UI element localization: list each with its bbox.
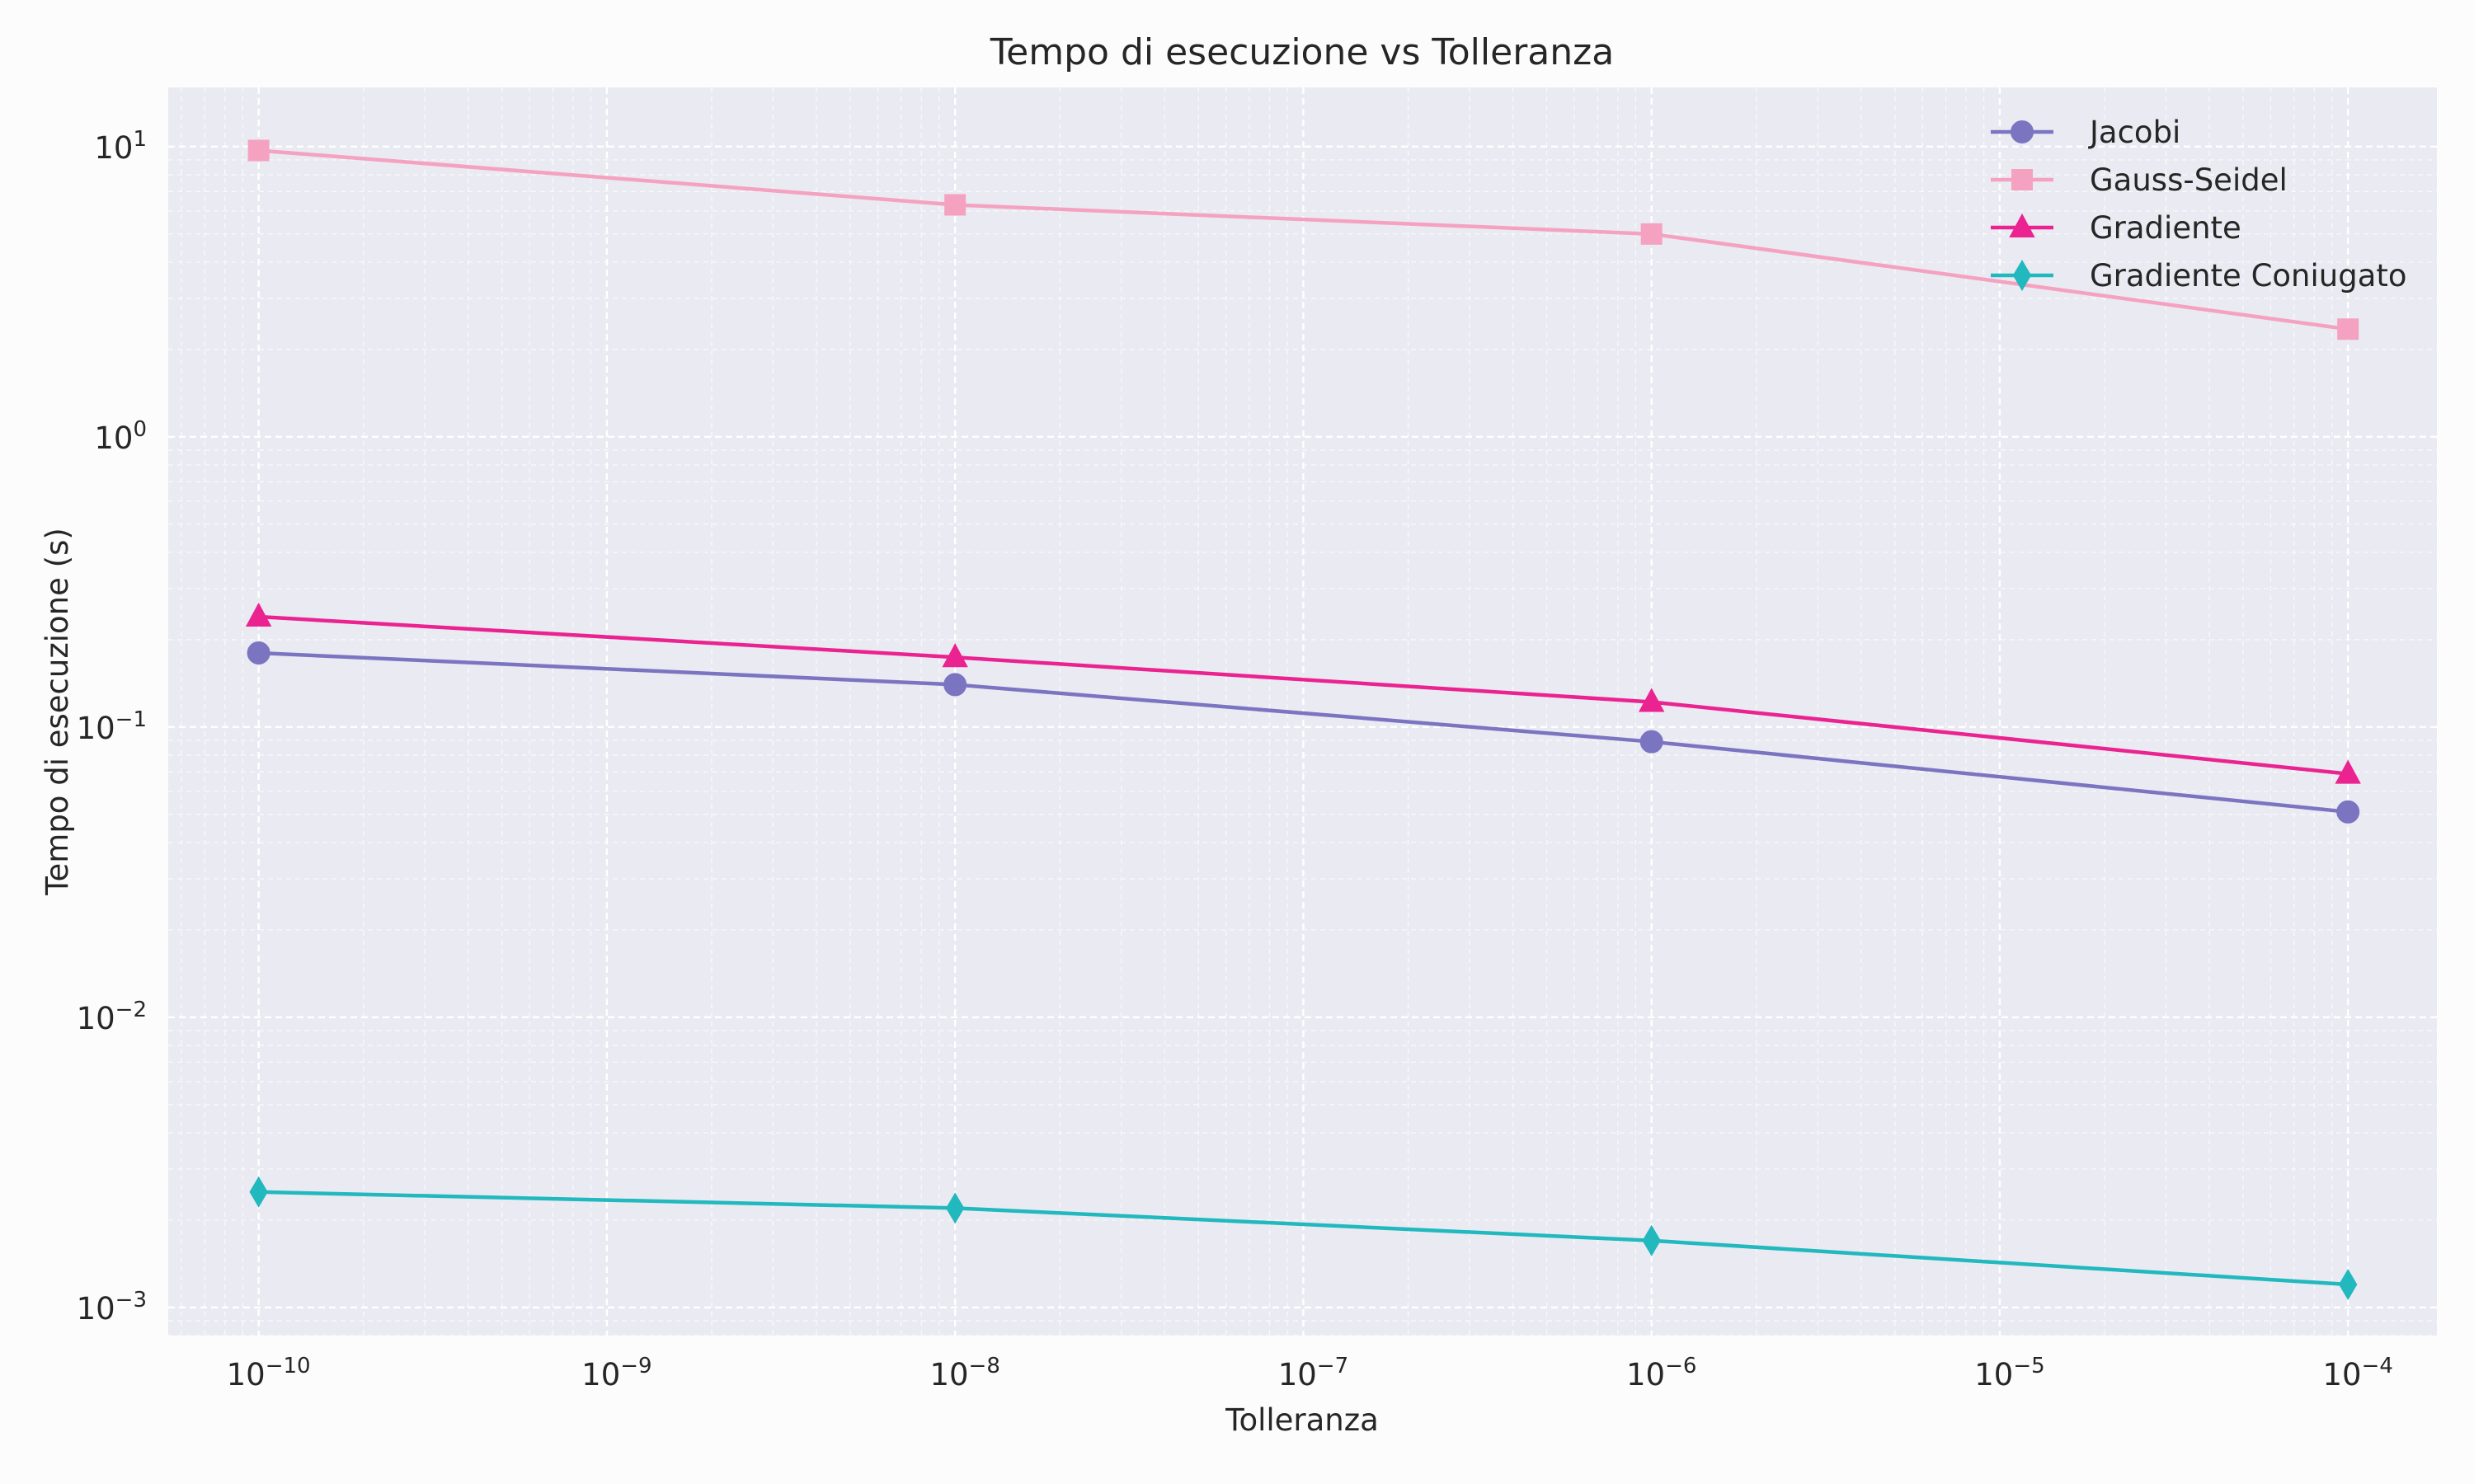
data-point [945,1192,965,1224]
data-point [245,602,272,627]
y-tick-label: 10−1 [77,707,147,746]
y-axis-ticks: 101 100 10−1 10−2 10−3 [77,127,147,1327]
x-axis-ticks: 10−10 10−9 10−8 10−7 10−6 10−5 10−4 [227,1354,2393,1392]
legend-marker [2009,213,2035,237]
y-tick-label: 101 [94,127,147,166]
y-tick-label: 100 [94,417,147,456]
series-gradiente-coniugato [249,1176,2358,1300]
y-axis-label: Tempo di esecuzione (s) [40,528,75,896]
y-tick-label: 10−3 [77,1288,147,1327]
data-point [247,641,270,665]
data-point [2339,1269,2358,1300]
series-line [258,1190,2349,1287]
legend-item: Gauss-Seidel [1991,162,2288,198]
data-point [942,643,968,668]
data-point [1640,223,1663,245]
legend-marker [2012,260,2032,291]
y-tick-label: 10−2 [77,998,147,1036]
x-tick-label: 10−5 [1974,1354,2044,1392]
data-point [1639,688,1665,712]
data-point [2337,318,2359,340]
data-point [1639,730,1663,754]
x-tick-label: 10−8 [929,1354,999,1392]
data-point [249,1176,268,1208]
x-tick-label: 10−10 [227,1354,311,1392]
x-axis-label: Tolleranza [1225,1402,1379,1438]
legend-label: Gauss-Seidel [2090,162,2288,198]
series-gauss-seidel [247,139,2359,340]
legend-marker [2011,120,2034,143]
legend-item: Gradiente [1991,210,2241,246]
x-tick-label: 10−4 [2322,1354,2392,1392]
series-jacobi [247,641,2360,824]
legend-item: Gradiente Coniugato [1991,258,2407,294]
series-line [258,614,2349,776]
series-line [258,650,2349,815]
x-tick-label: 10−6 [1626,1354,1696,1392]
chart-title: Tempo di esecuzione vs Tolleranza [990,31,1614,73]
data-point [2335,759,2361,784]
data-point [1642,1224,1661,1256]
data-point [247,139,270,162]
data-point [944,194,967,216]
legend-label: Jacobi [2088,115,2180,150]
series-line [258,148,2349,331]
series-layer [245,139,2361,1300]
data-point [943,673,967,697]
x-tick-label: 10−9 [581,1354,651,1392]
x-tick-label: 10−7 [1278,1354,1348,1392]
legend-label: Gradiente Coniugato [2090,258,2407,294]
legend-marker [2011,169,2033,190]
series-gradiente [245,602,2361,784]
data-point [2336,800,2360,824]
legend: Jacobi Gauss-Seidel Gradiente Gradiente Con… [1991,115,2407,294]
legend-item: Jacobi [1991,115,2180,150]
legend-label: Gradiente [2090,210,2241,246]
